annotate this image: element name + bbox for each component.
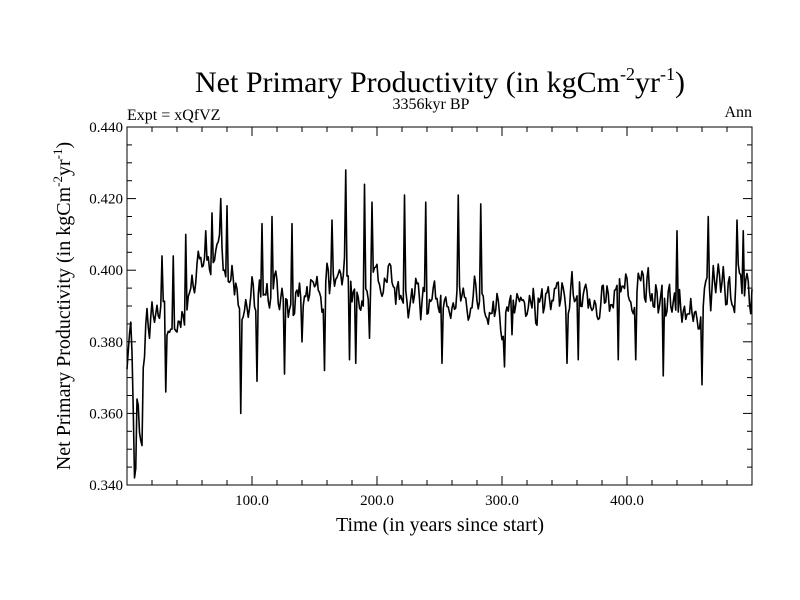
chart-title: Net Primary Productivity (in kgCm-2yr-1) — [195, 64, 685, 99]
subtitle-period: 3356kyr BP — [393, 96, 470, 113]
y-tick-label: 0.440 — [89, 120, 123, 136]
y-tick-label: 0.340 — [89, 478, 123, 494]
y-tick-label: 0.400 — [89, 263, 123, 279]
plot-frame — [126, 126, 753, 486]
series-line-npp — [126, 169, 753, 479]
axis-tick-labels: 100.0 200.0 300.0 400.0 0.340 0.360 0.380 0.400… — [89, 120, 644, 509]
plot-area — [126, 169, 753, 479]
y-tick-label: 0.360 — [89, 406, 123, 422]
x-tick-label: 300.0 — [485, 493, 519, 509]
subtitle-season: Ann — [724, 104, 752, 121]
y-tick-label: 0.380 — [89, 335, 123, 351]
x-axis-label: Time (in years since start) — [336, 514, 544, 536]
x-tick-label: 400.0 — [610, 493, 644, 509]
y-axis-label: Net Primary Productivity (in kgCm-2yr-1) — [50, 142, 75, 470]
x-tick-label: 100.0 — [235, 493, 269, 509]
x-tick-label: 200.0 — [360, 493, 394, 509]
subtitle-experiment: Expt = xQfVZ — [127, 107, 220, 124]
y-tick-label: 0.420 — [89, 192, 123, 208]
